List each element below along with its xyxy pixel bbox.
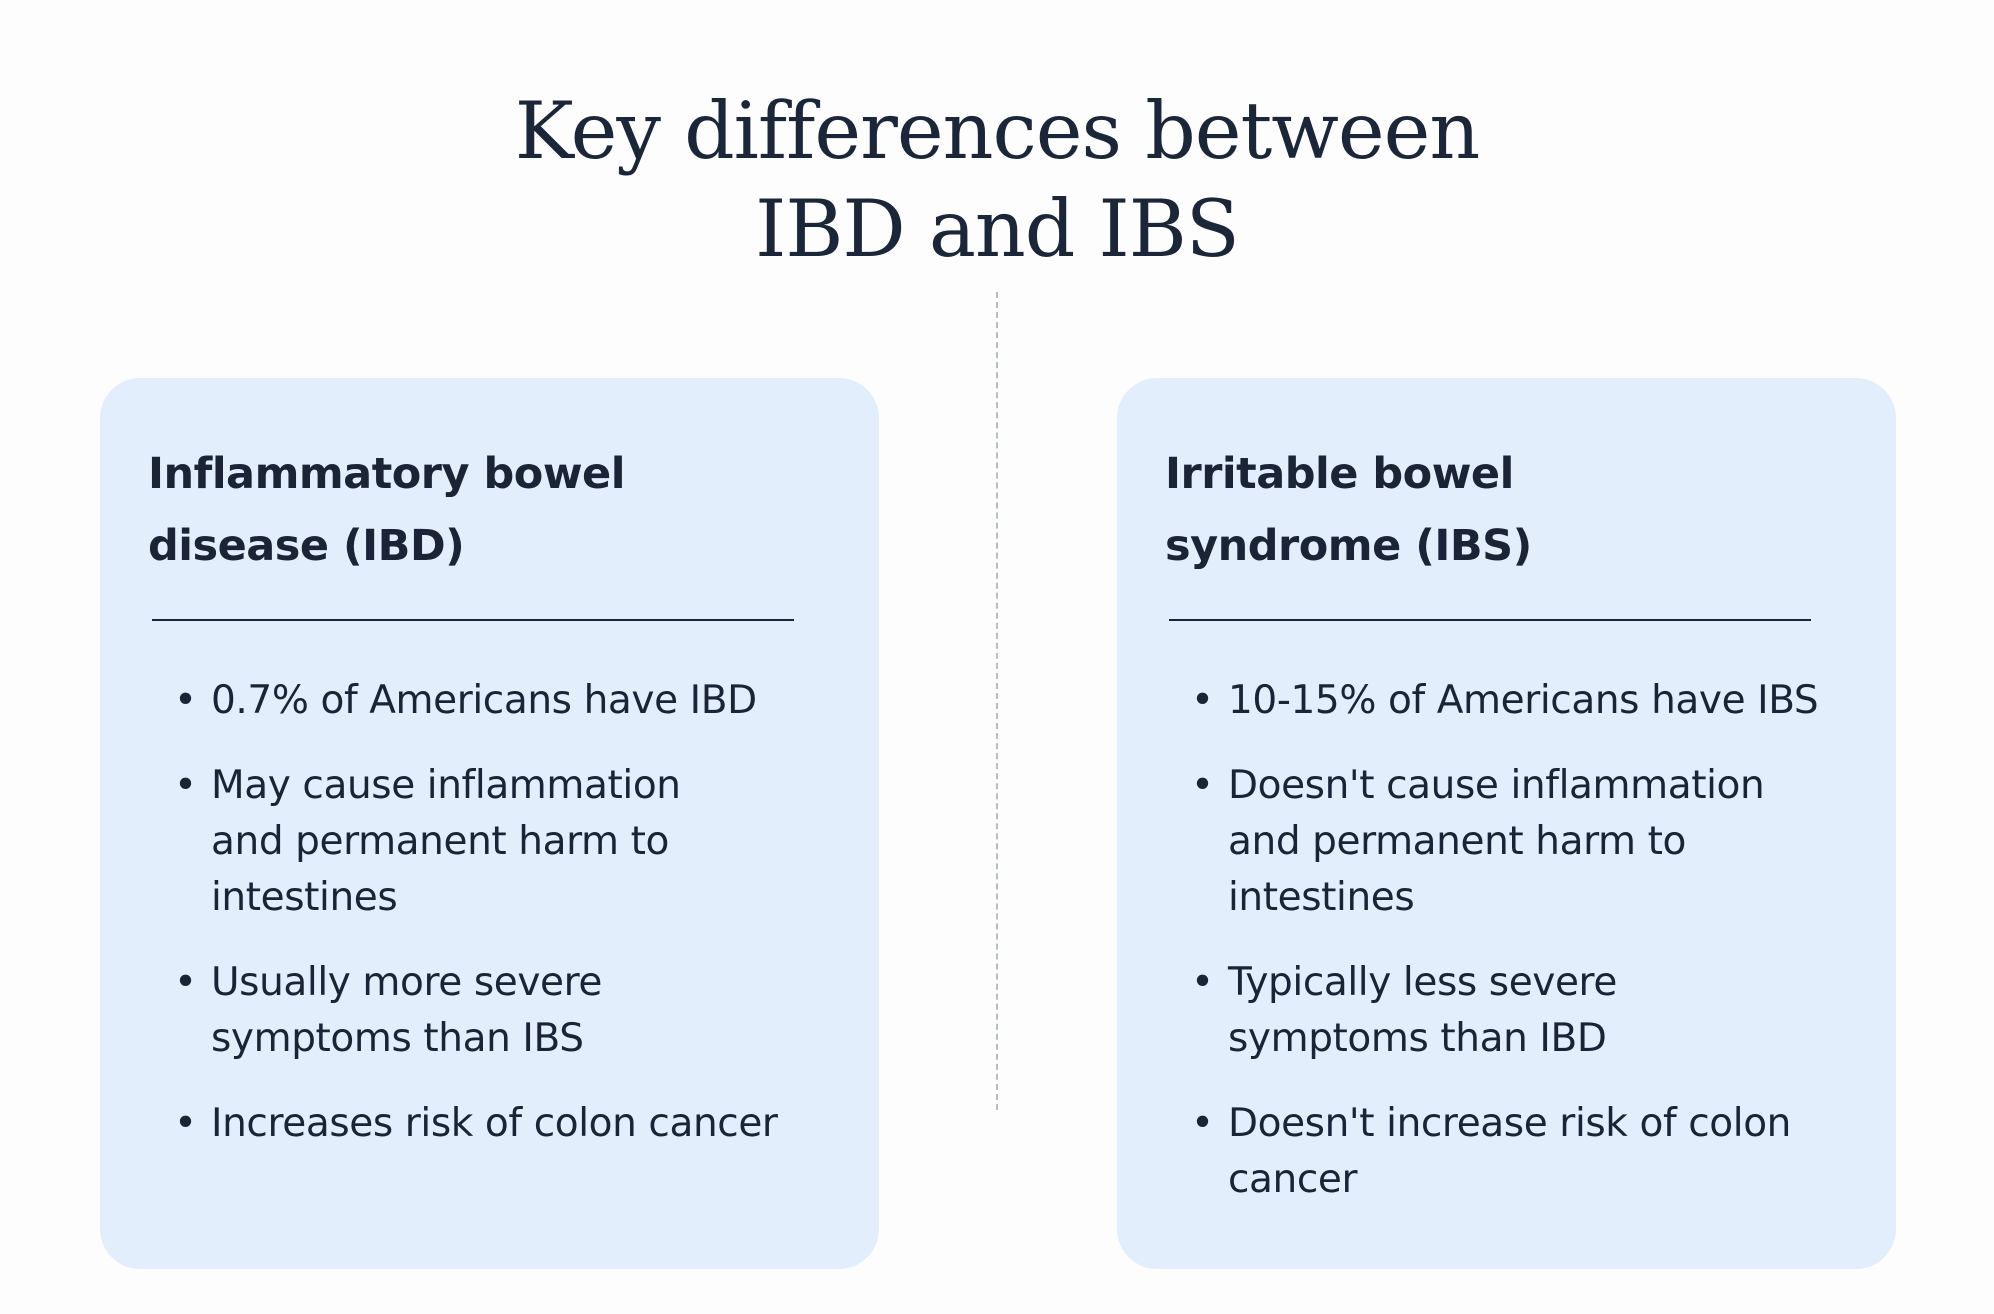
list-item: • 10-15% of Americans have IBS xyxy=(1117,673,1896,729)
bullet-icon: • xyxy=(1191,678,1214,723)
list-item: • Typically less severe symptoms than IB… xyxy=(1117,955,1896,1067)
ibs-card-title: Irritable bowel syndrome (IBS) xyxy=(1165,438,1845,582)
bullet-text-line: 0.7% of Americans have IBD xyxy=(211,678,757,723)
title-line-1: Key differences between xyxy=(514,85,1481,177)
ibs-title-line-1: Irritable bowel xyxy=(1165,449,1514,499)
bullet-text-line: and permanent harm to xyxy=(211,819,669,864)
list-item: • Doesn't cause inflammation and permane… xyxy=(1117,758,1896,926)
ibd-title-line-2: disease (IBD) xyxy=(148,521,465,571)
bullet-text-line: symptoms than IBS xyxy=(211,1016,584,1061)
ibd-card: Inflammatory bowel disease (IBD) • 0.7% … xyxy=(100,378,879,1269)
bullet-text-line: Increases risk of colon cancer xyxy=(211,1101,778,1146)
page-title: Key differences between IBD and IBS xyxy=(0,82,1994,278)
ibd-bullet-list: • 0.7% of Americans have IBD • May cause… xyxy=(100,673,879,1181)
bullet-icon: • xyxy=(174,960,197,1005)
bullet-text-line: intestines xyxy=(1228,875,1415,920)
bullet-icon: • xyxy=(174,1101,197,1146)
bullet-text-line: cancer xyxy=(1228,1157,1358,1202)
ibs-bullet-list: • 10-15% of Americans have IBS • Doesn't… xyxy=(1117,673,1896,1237)
ibs-title-line-2: syndrome (IBS) xyxy=(1165,521,1532,571)
bullet-text-line: Doesn't cause inflammation xyxy=(1228,763,1765,808)
ibs-card: Irritable bowel syndrome (IBS) • 10-15% … xyxy=(1117,378,1896,1269)
bullet-text-line: Typically less severe xyxy=(1228,960,1617,1005)
bullet-text-line: symptoms than IBD xyxy=(1228,1016,1607,1061)
bullet-text-line: intestines xyxy=(211,875,398,920)
list-item: • Usually more severe symptoms than IBS xyxy=(100,955,879,1067)
bullet-icon: • xyxy=(174,678,197,723)
ibs-card-rule xyxy=(1169,619,1811,621)
center-divider xyxy=(996,292,998,1110)
ibd-card-rule xyxy=(152,619,794,621)
list-item: • May cause inflammation and permanent h… xyxy=(100,758,879,926)
list-item: • Doesn't increase risk of colon cancer xyxy=(1117,1096,1896,1208)
title-line-2: IBD and IBS xyxy=(755,183,1240,275)
bullet-text-line: 10-15% of Americans have IBS xyxy=(1228,678,1819,723)
bullet-icon: • xyxy=(1191,763,1214,808)
bullet-text-line: May cause inflammation xyxy=(211,763,681,808)
bullet-text-line: Usually more severe xyxy=(211,960,603,1005)
bullet-icon: • xyxy=(1191,960,1214,1005)
bullet-icon: • xyxy=(174,763,197,808)
list-item: • 0.7% of Americans have IBD xyxy=(100,673,879,729)
bullet-icon: • xyxy=(1191,1101,1214,1146)
ibd-card-title: Inflammatory bowel disease (IBD) xyxy=(148,438,828,582)
list-item: • Increases risk of colon cancer xyxy=(100,1096,879,1152)
bullet-text-line: and permanent harm to xyxy=(1228,819,1686,864)
ibd-title-line-1: Inflammatory bowel xyxy=(148,449,625,499)
bullet-text-line: Doesn't increase risk of colon xyxy=(1228,1101,1791,1146)
